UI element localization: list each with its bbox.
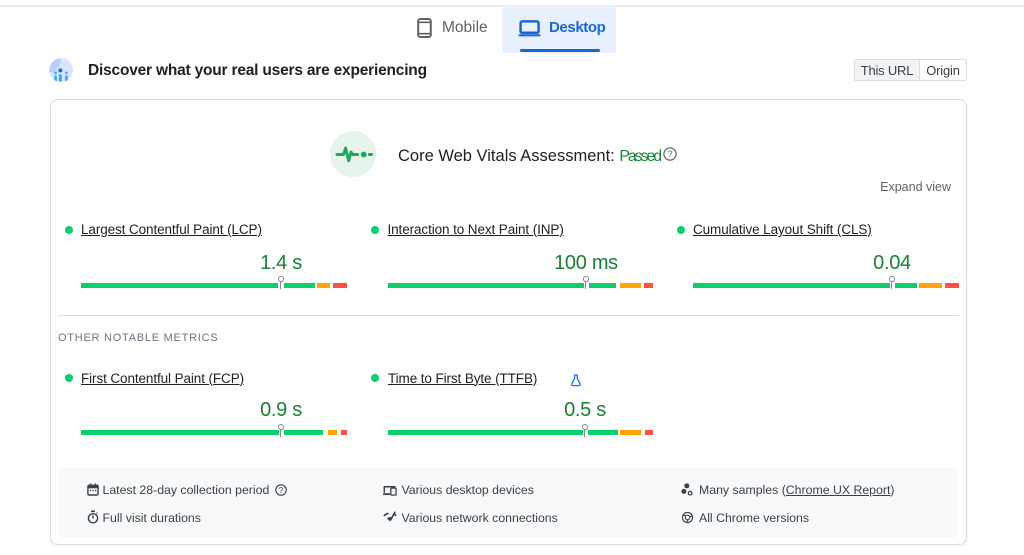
svg-text:?: ? [667, 149, 672, 159]
svg-text:?: ? [278, 485, 283, 494]
